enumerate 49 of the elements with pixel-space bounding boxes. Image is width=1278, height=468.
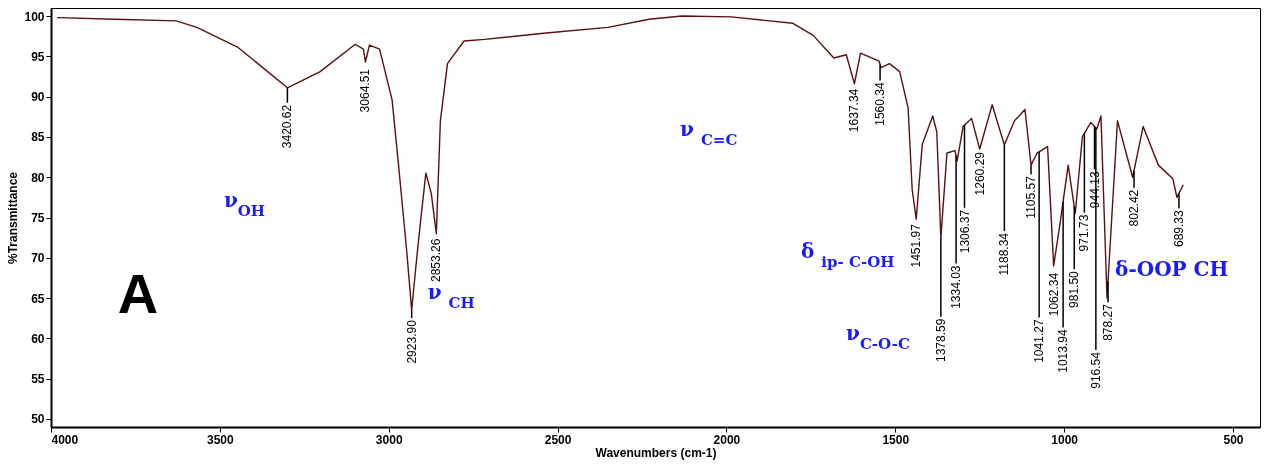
annotation: 1306.37 <box>957 209 972 254</box>
annotation: A <box>117 261 159 325</box>
annotation: 1013.94 <box>1056 329 1071 373</box>
annotation: ν $_{C=C}$ <box>680 116 738 149</box>
annotation: 1637.34 <box>847 88 862 133</box>
annotation: 916.54 <box>1088 351 1103 389</box>
annotation: ν$_{C-O-C}$ <box>846 320 910 353</box>
annotation: 1451.97 <box>909 223 924 268</box>
x-tick-label: 3500 <box>207 432 235 447</box>
annotation: δ $_{ip- C-OH}$ <box>801 239 895 272</box>
annotation: 1378.59 <box>933 318 948 363</box>
annotation: 1105.57 <box>1024 175 1039 219</box>
y-tick-label: 100 <box>24 9 45 24</box>
x-tick-label: 2500 <box>544 432 572 447</box>
annotation: 1188.34 <box>997 232 1012 276</box>
annotation: 689.33 <box>1171 210 1186 248</box>
x-axis-title: Wavenumbers (cm-1) <box>595 445 717 460</box>
annotation: 802.42 <box>1127 189 1142 227</box>
x-tick-label: 1500 <box>882 432 910 447</box>
annotation: 3420.62 <box>280 104 295 149</box>
annotation: 981.50 <box>1067 270 1082 308</box>
x-tick-label: 4000 <box>51 432 79 447</box>
annotation: 2923.90 <box>404 319 419 364</box>
annotation: ν$_{OH}$ <box>223 188 266 221</box>
x-tick-label: 2000 <box>713 432 741 447</box>
annotation: 971.73 <box>1077 214 1092 252</box>
y-tick-label: 70 <box>31 251 45 266</box>
annotation: 1334.03 <box>949 265 964 309</box>
y-tick-label: 90 <box>31 90 45 105</box>
x-tick-label: 1000 <box>1051 432 1079 447</box>
y-tick-label: 65 <box>31 291 45 306</box>
x-tick-label: 500 <box>1223 432 1244 447</box>
annotation: 944.13 <box>1087 171 1102 209</box>
annotation: 1560.34 <box>873 82 888 126</box>
y-tick-label: 55 <box>31 372 45 387</box>
annotation: 878.27 <box>1101 303 1116 341</box>
y-tick-label: 95 <box>31 49 45 64</box>
annotation: 1041.27 <box>1032 319 1047 363</box>
annotation: 3064.51 <box>358 68 373 113</box>
annotation: 1260.29 <box>972 151 987 196</box>
annotation: δ-OOP CH <box>1115 257 1229 282</box>
y-tick-label: 85 <box>31 130 45 145</box>
y-axis-title: %Transmittance <box>6 171 21 265</box>
y-tick-label: 50 <box>31 412 45 427</box>
annotation: 1062.34 <box>1046 272 1061 317</box>
y-tick-label: 60 <box>31 331 45 346</box>
y-tick-label: 75 <box>31 211 45 225</box>
y-tick-label: 80 <box>31 170 45 185</box>
x-tick-label: 3000 <box>375 432 403 447</box>
